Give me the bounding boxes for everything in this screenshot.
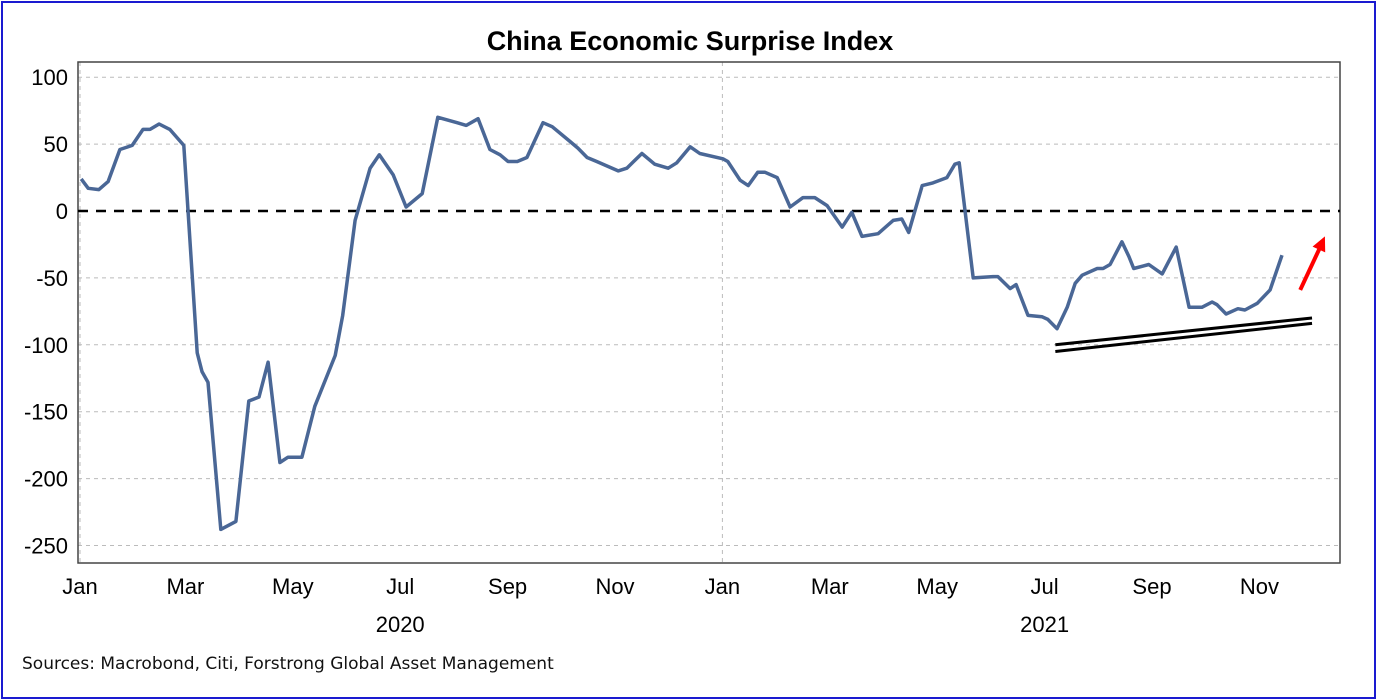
x-tick-label: Jul bbox=[386, 574, 414, 599]
x-tick-label: Jul bbox=[1031, 574, 1059, 599]
x-tick-label: Sep bbox=[488, 574, 527, 599]
y-tick-label: 50 bbox=[44, 132, 68, 157]
y-tick-label: -150 bbox=[24, 400, 68, 425]
x-tick-label: Jan bbox=[705, 574, 740, 599]
series-line bbox=[79, 115, 1284, 532]
x-tick-label: Jan bbox=[62, 574, 97, 599]
x-tick-label: Nov bbox=[1240, 574, 1279, 599]
x-tick-label: Nov bbox=[595, 574, 634, 599]
y-tick-label: 0 bbox=[56, 199, 68, 224]
x-tick-label: Sep bbox=[1132, 574, 1171, 599]
x-tick-label: May bbox=[272, 574, 314, 599]
x-tick-label: May bbox=[916, 574, 958, 599]
x-tick-label: Mar bbox=[811, 574, 849, 599]
chart-title: China Economic Surprise Index bbox=[487, 26, 894, 56]
plot-area bbox=[77, 61, 1341, 564]
y-tick-label: -50 bbox=[36, 266, 68, 291]
y-tick-label: 100 bbox=[31, 65, 68, 90]
y-tick-label: -100 bbox=[24, 333, 68, 358]
year-label: 2020 bbox=[376, 612, 425, 637]
support-trendline bbox=[1055, 321, 1313, 353]
red-arrow-shaft bbox=[1298, 242, 1324, 291]
red-arrow-head-icon bbox=[1312, 236, 1326, 253]
y-tick-label: -250 bbox=[24, 534, 68, 559]
x-tick-label: Mar bbox=[166, 574, 204, 599]
source-note: Sources: Macrobond, Citi, Forstrong Glob… bbox=[22, 654, 554, 674]
y-tick-label: -200 bbox=[24, 467, 68, 492]
support-trendline bbox=[1055, 316, 1313, 347]
year-label: 2021 bbox=[1020, 612, 1069, 637]
